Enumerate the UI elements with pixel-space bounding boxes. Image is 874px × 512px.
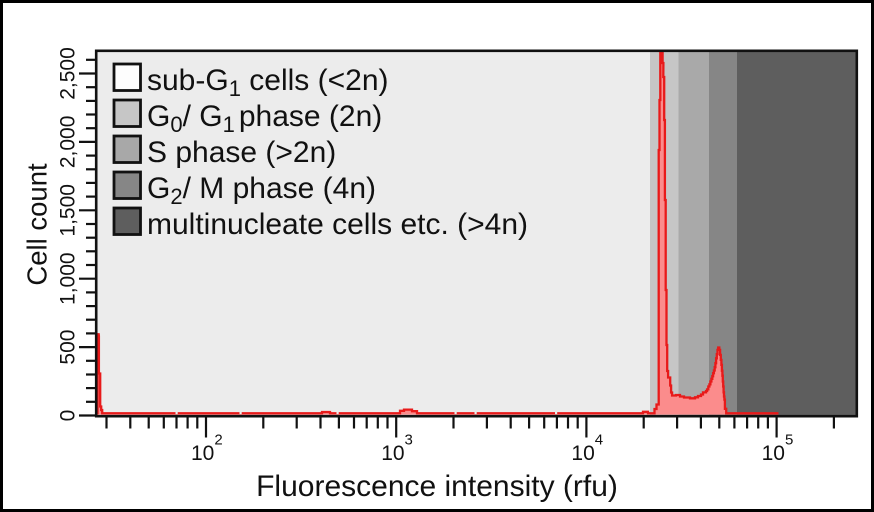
svg-text:500: 500 xyxy=(57,330,80,365)
svg-text:1,000: 1,000 xyxy=(57,252,80,305)
svg-text:G2/ M phase (4n): G2/ M phase (4n) xyxy=(147,172,376,209)
svg-text:0: 0 xyxy=(57,410,80,422)
svg-text:2,500: 2,500 xyxy=(57,47,80,100)
svg-text:2,000: 2,000 xyxy=(57,116,80,169)
svg-text:multinucleate cells etc. (>4n): multinucleate cells etc. (>4n) xyxy=(147,208,528,241)
svg-text:Fluorescence intensity (rfu): Fluorescence intensity (rfu) xyxy=(256,470,618,503)
svg-text:sub-G1 cells (<2n): sub-G1 cells (<2n) xyxy=(147,64,389,101)
svg-text:S phase (>2n): S phase (>2n) xyxy=(147,136,336,169)
svg-text:1,500: 1,500 xyxy=(57,184,80,237)
svg-text:Cell count: Cell count xyxy=(22,163,53,286)
